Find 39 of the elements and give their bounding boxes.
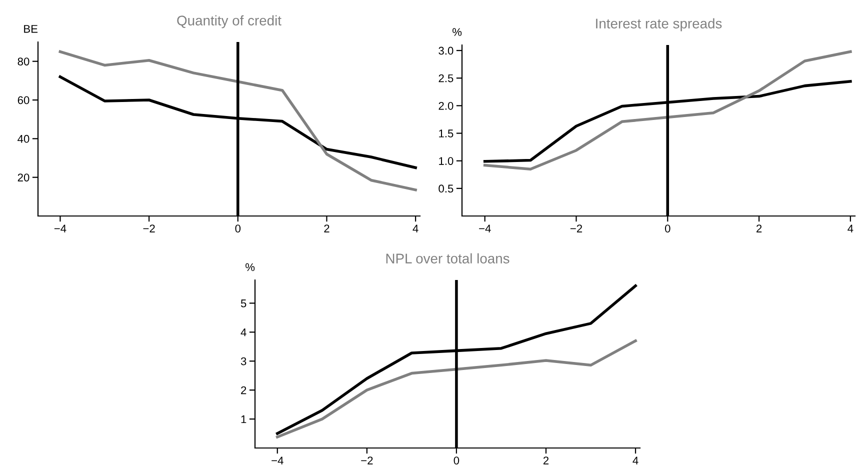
- y-tick-label: 2.5: [438, 74, 454, 82]
- x-tick-label: −4: [272, 456, 284, 464]
- y-tick-label: 3: [240, 357, 246, 366]
- x-tick-label: −2: [361, 456, 373, 464]
- y-tick-label: 80: [18, 58, 30, 66]
- y-axis-title: %: [246, 263, 255, 272]
- y-tick-label: 40: [18, 134, 30, 143]
- line-series: [58, 50, 417, 192]
- y-tick-label: 1.0: [439, 157, 454, 165]
- x-tick-label: −2: [143, 224, 155, 232]
- y-axis-title: BE: [24, 25, 38, 33]
- chart-title: Quantity of credit: [177, 15, 282, 28]
- y-tick-label: 20: [18, 174, 30, 182]
- x-tick-label: 2: [324, 224, 330, 232]
- chart-title: Interest rate spreads: [596, 18, 722, 32]
- y-tick-label: 1.5: [439, 130, 454, 138]
- x-tick-label: 2: [543, 456, 549, 464]
- y-tick-label: 2: [241, 386, 246, 394]
- x-tick-label: 0: [235, 224, 241, 232]
- y-tick-label: 3.0: [438, 46, 454, 55]
- x-tick-label: −4: [54, 224, 66, 232]
- y-tick-label: 1: [241, 415, 246, 424]
- y-tick-label: 4: [240, 328, 246, 336]
- y-tick-label: 2.0: [438, 102, 454, 110]
- x-tick-label: 0: [664, 224, 670, 232]
- x-tick-label: 4: [848, 224, 854, 232]
- line-series: [483, 50, 852, 171]
- x-tick-label: −4: [479, 224, 491, 232]
- x-tick-label: 2: [756, 224, 762, 232]
- x-tick-label: −2: [570, 224, 582, 232]
- y-axis-title: %: [452, 28, 462, 36]
- x-tick-label: 4: [632, 456, 638, 464]
- y-tick-label: 60: [18, 96, 30, 104]
- y-tick-label: 5: [240, 300, 246, 308]
- y-tick-label: 0.5: [438, 184, 454, 193]
- line-series: [276, 339, 637, 438]
- x-tick-label: 4: [412, 224, 418, 232]
- chart-title: NPL over total loans: [386, 253, 510, 264]
- x-tick-label: 0: [454, 456, 460, 464]
